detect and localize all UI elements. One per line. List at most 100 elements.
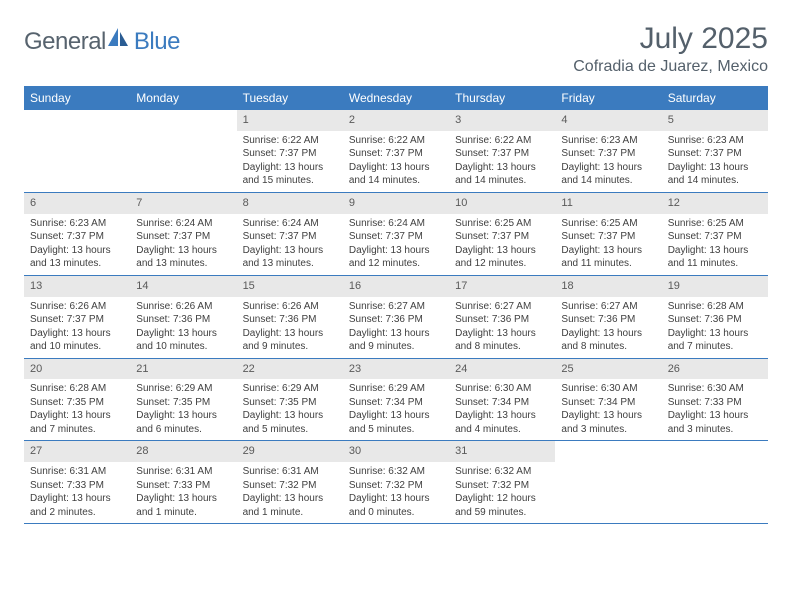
day-body: Sunrise: 6:23 AMSunset: 7:37 PMDaylight:… (24, 217, 130, 271)
day-number: 15 (237, 276, 343, 297)
day-body: Sunrise: 6:31 AMSunset: 7:33 PMDaylight:… (130, 465, 236, 519)
day-cell: 24Sunrise: 6:30 AMSunset: 7:34 PMDayligh… (449, 359, 555, 441)
day-number: 13 (24, 276, 130, 297)
day-line: Sunset: 7:32 PM (455, 479, 549, 493)
day-header-cell: Saturday (662, 86, 768, 110)
brand-part1: General (24, 28, 106, 56)
day-body: Sunrise: 6:27 AMSunset: 7:36 PMDaylight:… (343, 300, 449, 354)
day-line: Sunrise: 6:23 AM (668, 134, 762, 148)
week-row: 13Sunrise: 6:26 AMSunset: 7:37 PMDayligh… (24, 276, 768, 359)
day-line: Sunrise: 6:26 AM (243, 300, 337, 314)
day-body: Sunrise: 6:25 AMSunset: 7:37 PMDaylight:… (662, 217, 768, 271)
day-body: Sunrise: 6:29 AMSunset: 7:35 PMDaylight:… (237, 382, 343, 436)
day-cell: 12Sunrise: 6:25 AMSunset: 7:37 PMDayligh… (662, 193, 768, 275)
day-cell: 27Sunrise: 6:31 AMSunset: 7:33 PMDayligh… (24, 441, 130, 523)
month-title: July 2025 (573, 22, 768, 56)
day-line: Daylight: 13 hours (349, 327, 443, 341)
day-cell: 4 Sunrise: 6:23 AMSunset: 7:37 PMDaylight… (555, 110, 661, 192)
day-line: Sunset: 7:34 PM (349, 396, 443, 410)
day-line: Sunrise: 6:22 AM (243, 134, 337, 148)
day-cell: 21Sunrise: 6:29 AMSunset: 7:35 PMDayligh… (130, 359, 236, 441)
day-line: Daylight: 13 hours (349, 492, 443, 506)
day-line: Sunrise: 6:32 AM (455, 465, 549, 479)
day-line: and 15 minutes. (243, 174, 337, 188)
day-cell: 28 Sunrise: 6:31 AMSunset: 7:33 PMDayligh… (130, 441, 236, 523)
title-block: July 2025 Cofradia de Juarez, Mexico (573, 22, 768, 76)
week-row: 27Sunrise: 6:31 AMSunset: 7:33 PMDayligh… (24, 441, 768, 524)
day-cell: 26Sunrise: 6:30 AMSunset: 7:33 PMDayligh… (662, 359, 768, 441)
day-number: 16 (343, 276, 449, 297)
day-line: Sunset: 7:32 PM (349, 479, 443, 493)
day-line: Daylight: 13 hours (561, 161, 655, 175)
day-cell: 20Sunrise: 6:28 AMSunset: 7:35 PMDayligh… (24, 359, 130, 441)
day-body: Sunrise: 6:32 AMSunset: 7:32 PMDaylight:… (343, 465, 449, 519)
day-number: 22 (237, 359, 343, 380)
day-line: Daylight: 13 hours (455, 327, 549, 341)
day-line: Sunset: 7:37 PM (136, 230, 230, 244)
day-line: and 12 minutes. (349, 257, 443, 271)
day-line: and 13 minutes. (30, 257, 124, 271)
day-line: Sunrise: 6:23 AM (561, 134, 655, 148)
day-line: and 13 minutes. (136, 257, 230, 271)
day-line: Sunrise: 6:32 AM (349, 465, 443, 479)
day-line: Sunrise: 6:28 AM (668, 300, 762, 314)
day-body: Sunrise: 6:26 AMSunset: 7:36 PMDaylight:… (130, 300, 236, 354)
day-line: Sunrise: 6:25 AM (455, 217, 549, 231)
day-line: Daylight: 13 hours (668, 409, 762, 423)
day-body: Sunrise: 6:31 AMSunset: 7:32 PMDaylight:… (237, 465, 343, 519)
day-cell: 31Sunrise: 6:32 AMSunset: 7:32 PMDayligh… (449, 441, 555, 523)
day-number (662, 441, 768, 462)
day-line: Daylight: 13 hours (668, 327, 762, 341)
day-line: Sunset: 7:37 PM (455, 230, 549, 244)
day-cell: 1Sunrise: 6:22 AMSunset: 7:37 PMDaylight… (237, 110, 343, 192)
day-line: Sunset: 7:37 PM (668, 230, 762, 244)
day-cell: 11Sunrise: 6:25 AMSunset: 7:37 PMDayligh… (555, 193, 661, 275)
day-number: 4 (555, 110, 661, 131)
day-cell: 9Sunrise: 6:24 AMSunset: 7:37 PMDaylight… (343, 193, 449, 275)
day-line: and 12 minutes. (455, 257, 549, 271)
week-row: 1Sunrise: 6:22 AMSunset: 7:37 PMDaylight… (24, 110, 768, 193)
day-line: and 1 minute. (136, 506, 230, 520)
day-line: and 14 minutes. (455, 174, 549, 188)
day-body: Sunrise: 6:30 AMSunset: 7:34 PMDaylight:… (449, 382, 555, 436)
calendar-page: General Blue July 2025 Cofradia de Juare… (0, 0, 792, 524)
day-body: Sunrise: 6:22 AMSunset: 7:37 PMDaylight:… (449, 134, 555, 188)
day-header-cell: Tuesday (237, 86, 343, 110)
day-line: and 3 minutes. (668, 423, 762, 437)
day-body: Sunrise: 6:22 AMSunset: 7:37 PMDaylight:… (343, 134, 449, 188)
day-line: Sunrise: 6:30 AM (561, 382, 655, 396)
day-body: Sunrise: 6:25 AMSunset: 7:37 PMDaylight:… (449, 217, 555, 271)
day-line: Sunrise: 6:26 AM (136, 300, 230, 314)
day-line: Sunrise: 6:24 AM (243, 217, 337, 231)
day-line: Sunset: 7:37 PM (243, 147, 337, 161)
day-line: Daylight: 12 hours (455, 492, 549, 506)
day-cell: 14Sunrise: 6:26 AMSunset: 7:36 PMDayligh… (130, 276, 236, 358)
day-header-cell: Sunday (24, 86, 130, 110)
day-number: 2 (343, 110, 449, 131)
day-cell: 16 Sunrise: 6:27 AMSunset: 7:36 PMDayligh… (343, 276, 449, 358)
day-body: Sunrise: 6:28 AMSunset: 7:35 PMDaylight:… (24, 382, 130, 436)
sail-icon (106, 26, 132, 53)
day-line: and 7 minutes. (30, 423, 124, 437)
day-body: Sunrise: 6:26 AMSunset: 7:37 PMDaylight:… (24, 300, 130, 354)
day-body: Sunrise: 6:24 AMSunset: 7:37 PMDaylight:… (130, 217, 236, 271)
week-row: 20Sunrise: 6:28 AMSunset: 7:35 PMDayligh… (24, 359, 768, 442)
day-line: Sunrise: 6:27 AM (349, 300, 443, 314)
day-line: Daylight: 13 hours (349, 244, 443, 258)
day-line: Daylight: 13 hours (136, 492, 230, 506)
day-line: Sunset: 7:37 PM (30, 230, 124, 244)
day-line: and 59 minutes. (455, 506, 549, 520)
day-body: Sunrise: 6:23 AMSunset: 7:37 PMDaylight:… (555, 134, 661, 188)
day-line: Sunrise: 6:28 AM (30, 382, 124, 396)
day-body: Sunrise: 6:27 AMSunset: 7:36 PMDaylight:… (449, 300, 555, 354)
day-line: Daylight: 13 hours (455, 409, 549, 423)
day-line: Daylight: 13 hours (30, 244, 124, 258)
day-line: and 5 minutes. (349, 423, 443, 437)
day-line: Sunrise: 6:23 AM (30, 217, 124, 231)
day-cell (555, 441, 661, 523)
day-number: 28 (130, 441, 236, 462)
day-number: 6 (24, 193, 130, 214)
day-line: Sunset: 7:37 PM (30, 313, 124, 327)
day-line: and 3 minutes. (561, 423, 655, 437)
day-line: Sunset: 7:37 PM (561, 230, 655, 244)
